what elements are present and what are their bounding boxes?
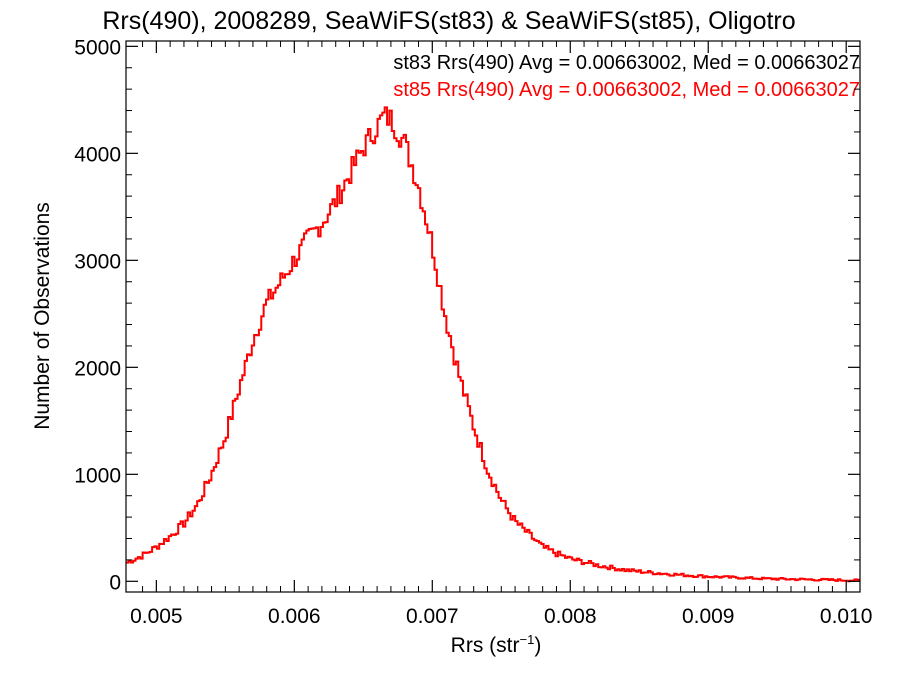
- x-tick-label: 0.006: [268, 605, 321, 628]
- y-tick-label: 2000: [74, 357, 121, 380]
- x-tick-label: 0.010: [820, 605, 873, 628]
- x-axis-label-close: ): [534, 634, 541, 657]
- y-tick-label: 0: [109, 571, 121, 594]
- y-tick-label: 5000: [74, 36, 121, 59]
- plot-frame: [125, 40, 861, 593]
- legend-entry-st85: st85 Rrs(490) Avg = 0.00663002, Med = 0.…: [393, 79, 860, 101]
- y-tick-label: 4000: [74, 143, 121, 166]
- legend-entry-st83: st83 Rrs(490) Avg = 0.00663002, Med = 0.…: [393, 52, 860, 74]
- y-axis-label: Number of Observations: [31, 202, 54, 430]
- legend: st83 Rrs(490) Avg = 0.00663002, Med = 0.…: [393, 52, 860, 101]
- x-tick-label: 0.007: [406, 605, 459, 628]
- y-tick-label: 3000: [74, 250, 121, 273]
- chart-title: Rrs(490), 2008289, SeaWiFS(st83) & SeaWi…: [102, 7, 795, 35]
- x-tick-label: 0.009: [682, 605, 735, 628]
- x-axis-label: Rrs (str−1): [451, 632, 542, 657]
- y-tick-label: 1000: [74, 464, 121, 487]
- plot-area: 0.005 0.006 0.007 0.008 0.009 0.010 0 1000 2000 3…: [74, 36, 872, 628]
- x-axis-label-text: Rrs (str: [451, 634, 520, 657]
- series-line-st85: [126, 106, 861, 583]
- x-axis-label-superscript: −1: [520, 632, 535, 647]
- x-tick-label: 0.005: [130, 605, 183, 628]
- x-tick-label: 0.008: [544, 605, 597, 628]
